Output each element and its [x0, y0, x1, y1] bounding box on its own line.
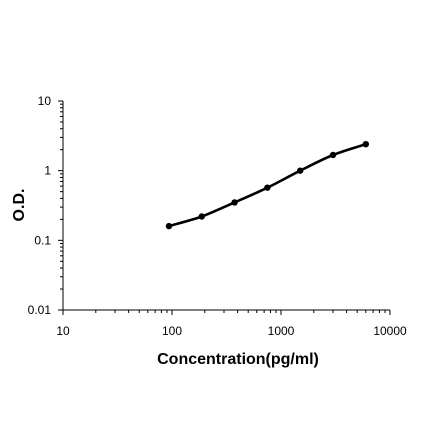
y-tick-label: 0.1: [34, 233, 51, 247]
data-point: [329, 151, 337, 159]
x-axis-tick-labels: 10 100 1000 10000: [56, 324, 407, 338]
y-tick-label: 0.01: [28, 303, 52, 317]
axes: 10 100 1000 10000 0.01 0.1 1 10: [28, 94, 407, 338]
x-tick-label: 10000: [373, 324, 407, 338]
y-axis-tick-labels: 0.01 0.1 1 10: [28, 94, 52, 317]
x-tick-label: 10: [56, 324, 70, 338]
data-point: [198, 213, 205, 220]
y-tick-label: 10: [38, 94, 52, 108]
data-point: [264, 184, 271, 191]
x-axis-ticks: [62, 310, 391, 315]
y-axis-ticks: [58, 100, 63, 311]
y-axis-title: O.D.: [11, 189, 28, 222]
data-point: [296, 167, 304, 174]
x-tick-label: 1000: [268, 324, 295, 338]
data-point: [231, 199, 238, 206]
plot-area: [165, 140, 370, 230]
data-point: [362, 140, 370, 148]
x-axis-title: Concentration(pg/ml): [157, 351, 319, 368]
data-point: [165, 222, 173, 230]
series-points: [165, 140, 370, 230]
y-tick-label: 1: [44, 164, 51, 178]
x-tick-label: 100: [162, 324, 182, 338]
